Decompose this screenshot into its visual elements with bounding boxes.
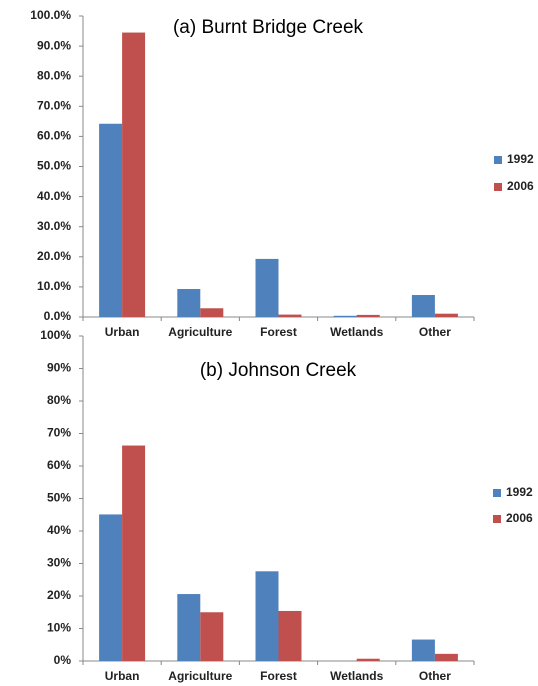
x-tick-label: Wetlands — [330, 669, 383, 683]
y-tick-label: 80.0% — [37, 68, 71, 82]
x-tick-label: Agriculture — [168, 669, 232, 683]
bar — [434, 313, 458, 317]
chart-title: (a) Burnt Bridge Creek — [173, 17, 364, 38]
y-tick-label: 60% — [47, 458, 71, 472]
bar — [356, 314, 380, 317]
bar — [122, 32, 146, 318]
bar — [278, 314, 302, 317]
y-tick-label: 40.0% — [37, 189, 71, 203]
legend-swatch — [493, 489, 501, 497]
y-tick-label: 50.0% — [37, 159, 71, 173]
x-tick-label: Urban — [105, 325, 140, 339]
y-tick-label: 30% — [47, 556, 71, 570]
y-tick-label: 70% — [47, 426, 71, 440]
bar — [122, 445, 146, 661]
x-tick-label: Forest — [260, 325, 297, 339]
x-tick-label: Other — [419, 669, 451, 683]
bar — [278, 610, 302, 661]
x-tick-label: Agriculture — [168, 325, 232, 339]
bar — [333, 315, 357, 317]
y-tick-label: 10.0% — [37, 279, 71, 293]
y-tick-label: 50% — [47, 491, 71, 505]
y-tick-label: 100% — [40, 328, 71, 342]
y-tick-label: 0.0% — [44, 309, 72, 323]
y-tick-label: 90.0% — [37, 38, 71, 52]
bar — [99, 123, 123, 318]
chart-title: (b) Johnson Creek — [200, 360, 357, 381]
bar — [99, 514, 123, 661]
legend-label: 1992 — [507, 152, 534, 166]
legend-label: 2006 — [506, 511, 533, 525]
bar — [255, 571, 279, 661]
legend-label: 1992 — [506, 485, 533, 499]
y-tick-label: 20% — [47, 588, 71, 602]
y-tick-label: 40% — [47, 523, 71, 537]
bar — [411, 295, 435, 317]
y-tick-label: 10% — [47, 621, 71, 635]
y-tick-label: 70.0% — [37, 98, 71, 112]
x-tick-label: Forest — [260, 669, 297, 683]
x-tick-label: Wetlands — [330, 325, 383, 339]
legend-label: 2006 — [507, 179, 534, 193]
y-tick-label: 80% — [47, 393, 71, 407]
bar — [177, 594, 201, 661]
x-tick-label: Other — [419, 325, 451, 339]
bar — [255, 258, 279, 317]
bar — [434, 653, 458, 661]
y-tick-label: 20.0% — [37, 249, 71, 263]
y-tick-label: 30.0% — [37, 219, 71, 233]
y-tick-label: 60.0% — [37, 129, 71, 143]
y-tick-label: 90% — [47, 361, 71, 375]
bar — [200, 612, 224, 661]
bar — [200, 308, 224, 317]
bar — [356, 658, 380, 661]
x-tick-label: Urban — [105, 669, 140, 683]
legend-swatch — [494, 156, 502, 164]
bar — [411, 639, 435, 661]
bar — [177, 289, 201, 317]
legend-swatch — [493, 515, 501, 523]
y-tick-label: 100.0% — [30, 8, 71, 22]
legend-swatch — [494, 183, 502, 191]
y-tick-label: 0% — [54, 653, 72, 667]
